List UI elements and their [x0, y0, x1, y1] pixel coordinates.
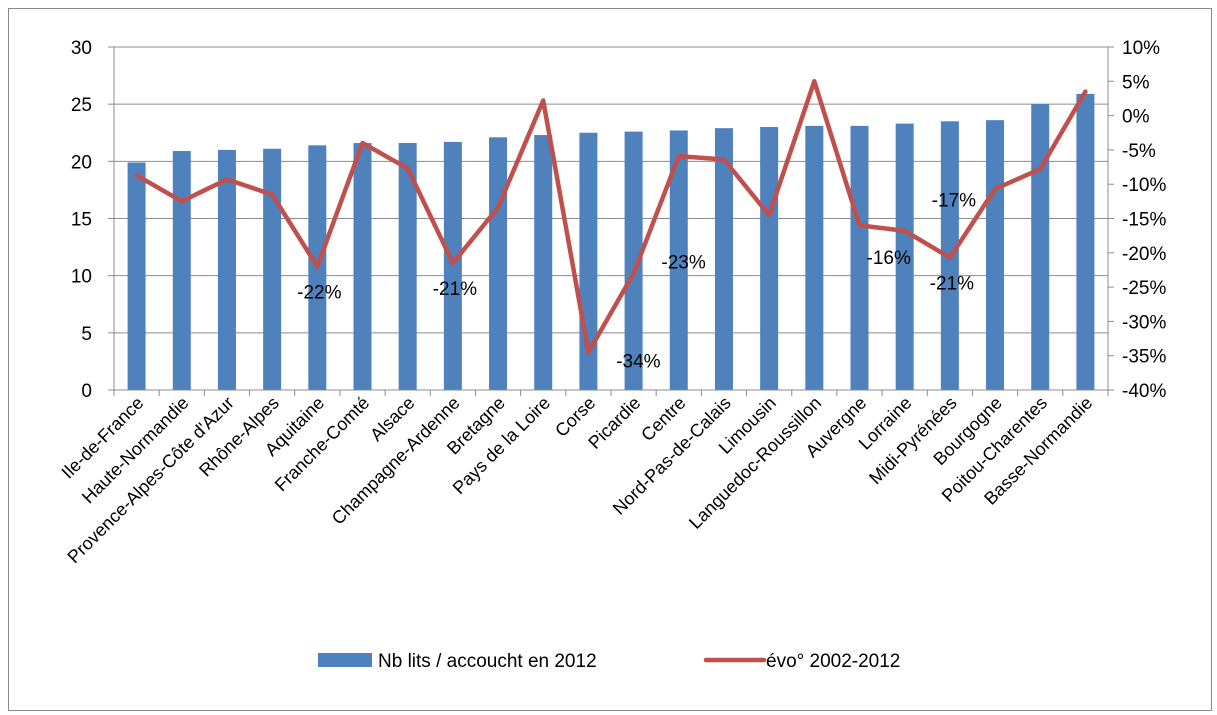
bar — [805, 125, 824, 390]
right-tick-label: -30% — [1122, 312, 1166, 333]
bar — [1031, 104, 1050, 391]
legend-label-bars: Nb lits / accoucht en 2012 — [378, 651, 597, 672]
data-label: -17% — [932, 191, 976, 212]
bar — [353, 143, 372, 390]
legend: Nb lits / accoucht en 2012 évo° 2002-2012 — [318, 651, 900, 672]
legend-label-line: évo° 2002-2012 — [766, 651, 900, 672]
data-labels: -22% -21% -34% -23% -16% -21% -17% — [297, 191, 976, 373]
left-tick-label: 5 — [81, 324, 92, 345]
right-tick-label: -15% — [1122, 210, 1166, 231]
data-label: -21% — [930, 274, 974, 295]
right-tick-label: 10% — [1122, 38, 1160, 59]
bar — [850, 125, 869, 390]
axes — [108, 46, 1114, 396]
line-series — [134, 79, 1088, 355]
data-label: -22% — [297, 283, 341, 304]
data-label: -23% — [661, 252, 705, 273]
bar — [760, 127, 779, 391]
right-tick-label: -40% — [1122, 381, 1166, 402]
left-tick-label: 30 — [71, 38, 92, 59]
bar-series — [127, 93, 1095, 391]
right-tick-label: -10% — [1122, 175, 1166, 196]
bar — [534, 135, 553, 390]
right-tick-label: 0% — [1122, 107, 1150, 128]
left-tick-label: 15 — [71, 210, 92, 231]
bar — [895, 123, 914, 390]
bar — [986, 120, 1005, 390]
bar — [263, 148, 282, 390]
bar — [398, 143, 417, 390]
left-axis-ticks: 0 5 10 15 20 25 30 — [71, 38, 92, 402]
right-tick-label: -5% — [1122, 141, 1156, 162]
right-tick-label: -35% — [1122, 347, 1166, 368]
bar — [217, 149, 236, 390]
category-labels: Ile-de-FranceHaute-NormandieProvence-Alp… — [58, 393, 1097, 567]
right-axis-ticks: -40% -35% -30% -25% -20% -15% -10% -5% 0% 5% 10% — [1122, 38, 1166, 402]
right-tick-label: 5% — [1122, 72, 1150, 93]
left-tick-label: 25 — [71, 95, 92, 116]
bar — [489, 137, 508, 390]
right-tick-label: -20% — [1122, 244, 1166, 265]
data-label: -34% — [616, 351, 660, 372]
bar — [127, 162, 146, 390]
data-label: -21% — [433, 279, 477, 300]
left-tick-label: 0 — [81, 381, 92, 402]
data-label: -16% — [867, 248, 911, 269]
bar — [714, 128, 733, 390]
bar — [624, 131, 643, 390]
chart-frame — [8, 8, 1212, 711]
bar — [443, 141, 462, 390]
left-tick-label: 20 — [71, 152, 92, 173]
right-tick-label: -25% — [1122, 278, 1166, 299]
bar — [669, 130, 688, 391]
bar — [1076, 93, 1095, 391]
bar — [172, 151, 191, 390]
legend-swatch-bars — [318, 653, 372, 667]
category-label: Provence-Alpes-Côte d'Azur — [63, 393, 237, 567]
left-tick-label: 10 — [71, 267, 92, 288]
evolution-line — [134, 79, 1088, 355]
